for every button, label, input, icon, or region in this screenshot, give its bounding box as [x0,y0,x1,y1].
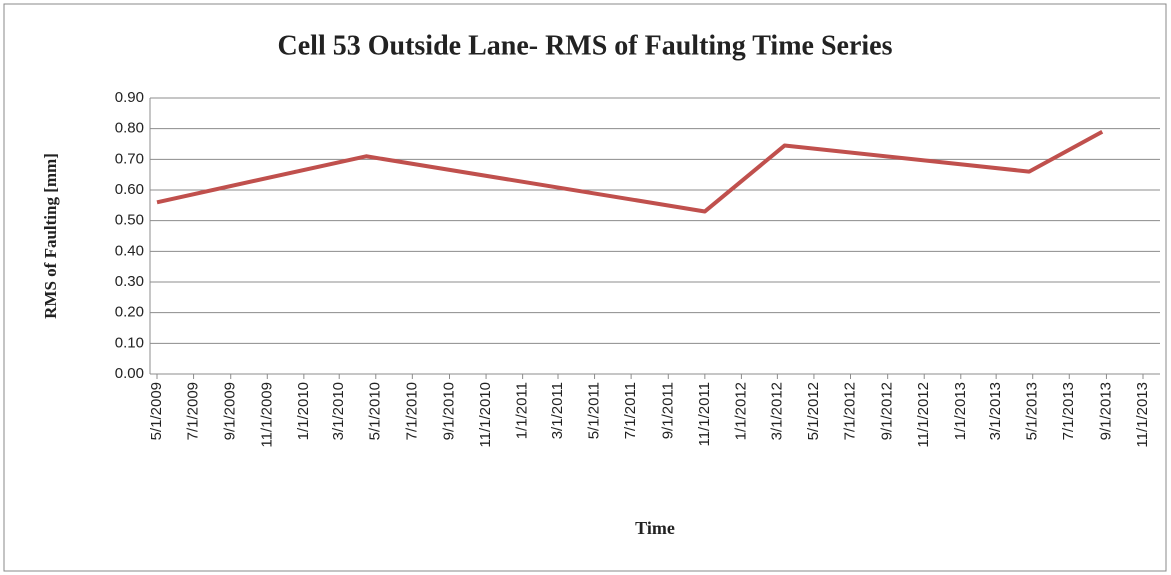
y-tick-label: 0.90 [115,89,144,106]
x-tick-label: 7/1/2010 [403,382,420,440]
x-tick-label: 11/1/2009 [258,382,275,448]
x-tick-label: 3/1/2010 [330,382,347,440]
data-line [156,129,1104,214]
chart-border [3,3,1167,572]
x-tick-label: 3/1/2013 [987,382,1004,440]
x-tick-label: 3/1/2011 [549,382,566,439]
y-tick-label: 0.40 [115,242,144,259]
x-tick-label: 11/1/2013 [1134,382,1151,448]
chart-title: Cell 53 Outside Lane- RMS of Faulting Ti… [278,30,893,61]
y-tick-label: 0.70 [115,150,144,167]
x-tick-label: 11/1/2010 [477,382,494,448]
x-tick-label: 9/1/2009 [222,382,239,440]
x-tick-label: 5/1/2009 [148,382,165,440]
x-tick-label: 7/1/2012 [841,382,858,440]
x-tick-label: 1/1/2010 [295,382,312,440]
y-tick-label: 0.60 [115,181,144,198]
x-tick-label: 11/1/2012 [915,382,932,448]
x-tick-label: 5/1/2012 [805,382,822,440]
x-tick-label: 1/1/2012 [732,382,749,440]
y-axis-label: RMS of Faulting [mm] [41,153,60,319]
x-tick-label: 1/1/2013 [952,382,969,440]
y-tick-label: 0.20 [115,304,144,321]
y-tick-label: 0.10 [115,334,144,351]
x-tick-label: 9/1/2012 [879,382,896,440]
x-tick-label: 7/1/2013 [1060,382,1077,440]
x-tick-label: 9/1/2013 [1097,382,1114,440]
x-tick-label: 3/1/2012 [768,382,785,440]
x-tick-label: 5/1/2013 [1024,382,1041,440]
x-tick-label: 7/1/2009 [185,382,202,440]
y-tick-label: 0.30 [115,273,144,290]
x-axis-label: Time [635,518,675,538]
x-tick-label: 5/1/2010 [367,382,384,440]
x-tick-label: 1/1/2011 [514,382,531,439]
y-tick-label: 0.50 [115,212,144,229]
x-tick-label: 9/1/2010 [440,382,457,440]
y-tick-label: 0.80 [115,120,144,137]
x-tick-label: 11/1/2011 [696,382,713,447]
x-tick-label: 9/1/2011 [659,382,676,439]
x-tick-label: 7/1/2011 [622,382,639,439]
y-tick-label: 0.00 [115,365,144,382]
x-tick-label: 5/1/2011 [586,382,603,439]
